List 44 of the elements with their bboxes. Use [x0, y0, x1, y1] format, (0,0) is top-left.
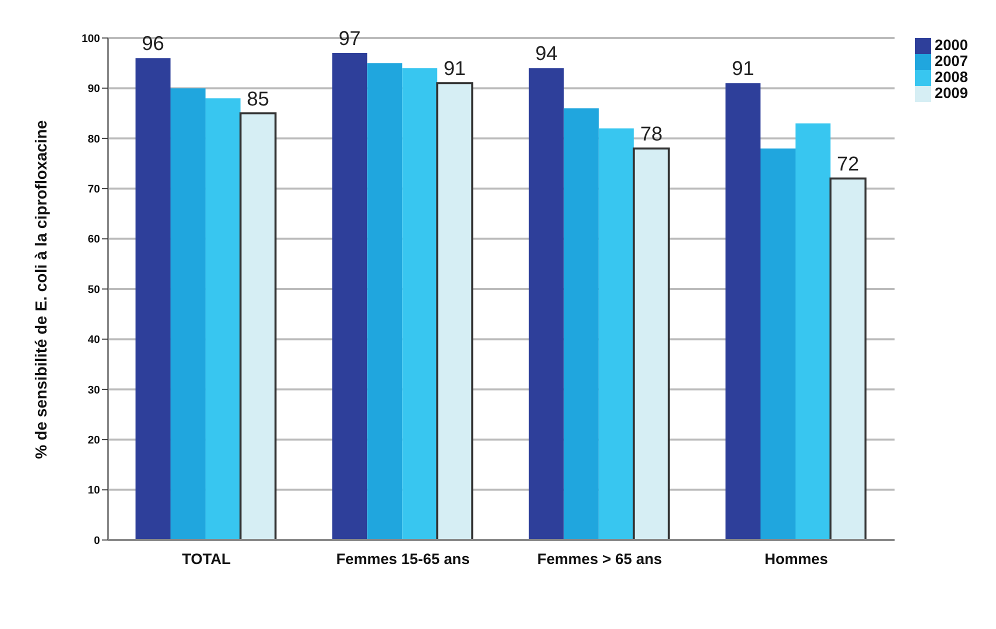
y-tick-label: 50 — [88, 284, 100, 296]
data-label: 91 — [732, 58, 754, 80]
bar — [598, 128, 634, 540]
data-label: 94 — [535, 43, 558, 66]
data-label: 72 — [836, 154, 860, 176]
x-tick-label: TOTAL — [182, 551, 231, 568]
legend-label: 2008 — [934, 69, 968, 86]
x-tick-label: Femmes > 65 ans — [537, 551, 662, 568]
y-tick-label: 40 — [88, 334, 100, 346]
legend-label: 2007 — [934, 53, 968, 70]
y-tick-label: 90 — [88, 83, 100, 96]
y-tick-label: 70 — [88, 184, 100, 196]
x-tick-label: Hommes — [764, 551, 828, 568]
y-tick-label: 60 — [88, 234, 100, 246]
bar — [796, 123, 830, 540]
bar — [240, 112, 277, 540]
data-label: 96 — [142, 33, 164, 56]
bar — [402, 68, 438, 540]
bar — [206, 98, 241, 540]
legend-label: 2009 — [934, 85, 968, 102]
bar — [436, 82, 474, 540]
legend-label: 2000 — [934, 37, 968, 54]
data-label: 97 — [338, 28, 361, 50]
bar — [332, 53, 368, 540]
y-tick-label: 20 — [88, 434, 100, 447]
data-label: 78 — [640, 123, 662, 146]
y-tick-label: 80 — [88, 133, 100, 146]
bar — [726, 83, 760, 540]
bar — [528, 68, 564, 540]
y-axis-title: % de sensibilité de E. coli à la ciprofloxacine — [34, 120, 51, 459]
bar — [632, 147, 670, 540]
y-tick-label: 0 — [94, 534, 100, 547]
data-label: 91 — [444, 58, 466, 80]
bar — [136, 58, 171, 540]
data-label: 85 — [246, 88, 270, 110]
bar — [367, 63, 402, 540]
y-tick-label: 30 — [88, 384, 100, 396]
bar — [170, 88, 206, 540]
bar — [564, 108, 599, 540]
y-tick-label: 100 — [82, 32, 100, 45]
bar — [760, 148, 796, 540]
y-tick-label: 10 — [88, 484, 100, 497]
x-tick-label: Femmes 15-65 ans — [336, 551, 470, 568]
bar — [830, 178, 866, 540]
